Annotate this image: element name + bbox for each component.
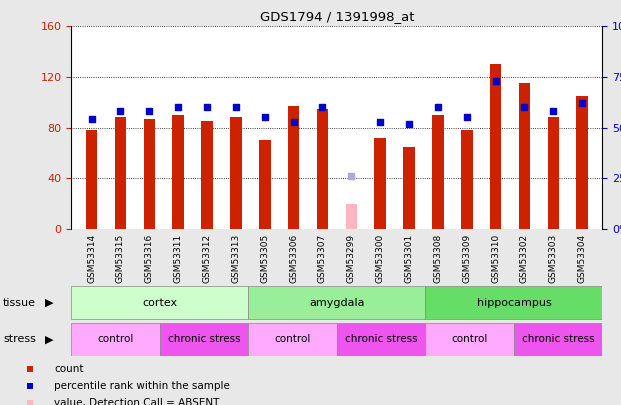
- Bar: [248, 323, 337, 356]
- Bar: [86, 130, 97, 229]
- Point: [520, 104, 530, 111]
- Text: GSM53310: GSM53310: [491, 233, 500, 283]
- Text: tissue: tissue: [3, 298, 36, 308]
- Bar: [337, 323, 425, 356]
- Point: [231, 104, 241, 111]
- Bar: [403, 147, 415, 229]
- Text: GSM53303: GSM53303: [549, 233, 558, 283]
- Point: [25, 400, 35, 405]
- Bar: [461, 130, 473, 229]
- Point: [116, 108, 125, 115]
- Point: [144, 108, 154, 115]
- Point: [375, 118, 385, 125]
- Bar: [248, 286, 425, 319]
- Bar: [519, 83, 530, 229]
- Bar: [432, 115, 443, 229]
- Bar: [160, 323, 248, 356]
- Text: GSM53299: GSM53299: [347, 233, 356, 283]
- Bar: [514, 323, 602, 356]
- Bar: [143, 119, 155, 229]
- Point: [491, 78, 501, 84]
- Text: GSM53316: GSM53316: [145, 233, 154, 283]
- Text: hippocampus: hippocampus: [476, 298, 551, 308]
- Point: [25, 366, 35, 372]
- Text: control: control: [97, 334, 134, 344]
- Text: control: control: [274, 334, 311, 344]
- Bar: [425, 323, 514, 356]
- Text: chronic stress: chronic stress: [522, 334, 594, 344]
- Text: ▶: ▶: [45, 334, 53, 344]
- Text: GSM53305: GSM53305: [260, 233, 270, 283]
- Text: GSM53301: GSM53301: [404, 233, 414, 283]
- Point: [289, 118, 299, 125]
- Text: cortex: cortex: [142, 298, 178, 308]
- Text: percentile rank within the sample: percentile rank within the sample: [54, 381, 230, 391]
- Bar: [548, 117, 559, 229]
- Text: value, Detection Call = ABSENT: value, Detection Call = ABSENT: [54, 398, 220, 405]
- Text: GSM53309: GSM53309: [462, 233, 471, 283]
- Text: amygdala: amygdala: [309, 298, 365, 308]
- Bar: [71, 323, 160, 356]
- Bar: [115, 117, 126, 229]
- Text: GSM53312: GSM53312: [202, 233, 212, 283]
- Bar: [71, 286, 248, 319]
- Point: [347, 173, 356, 179]
- Point: [404, 120, 414, 127]
- Text: GSM53307: GSM53307: [318, 233, 327, 283]
- Text: GSM53311: GSM53311: [174, 233, 183, 283]
- Bar: [201, 121, 213, 229]
- Text: GSM53314: GSM53314: [87, 233, 96, 283]
- Point: [548, 108, 558, 115]
- Text: stress: stress: [3, 334, 36, 344]
- Bar: [288, 106, 299, 229]
- Bar: [230, 117, 242, 229]
- Text: GSM53302: GSM53302: [520, 233, 529, 283]
- Point: [433, 104, 443, 111]
- Text: GSM53306: GSM53306: [289, 233, 298, 283]
- Bar: [345, 203, 357, 229]
- Point: [462, 114, 472, 121]
- Text: GSM53315: GSM53315: [116, 233, 125, 283]
- Text: GDS1794 / 1391998_at: GDS1794 / 1391998_at: [260, 10, 414, 23]
- Text: chronic stress: chronic stress: [345, 334, 417, 344]
- Text: count: count: [54, 364, 84, 374]
- Text: control: control: [451, 334, 488, 344]
- Bar: [259, 140, 271, 229]
- Point: [173, 104, 183, 111]
- Point: [87, 116, 97, 123]
- Point: [25, 383, 35, 389]
- Point: [317, 104, 327, 111]
- Text: chronic stress: chronic stress: [168, 334, 240, 344]
- Bar: [490, 64, 501, 229]
- Text: GSM53300: GSM53300: [376, 233, 384, 283]
- Bar: [425, 286, 602, 319]
- Point: [202, 104, 212, 111]
- Point: [260, 114, 270, 121]
- Text: GSM53313: GSM53313: [232, 233, 240, 283]
- Text: GSM53308: GSM53308: [433, 233, 442, 283]
- Bar: [374, 138, 386, 229]
- Point: [577, 100, 587, 107]
- Bar: [576, 96, 588, 229]
- Bar: [173, 115, 184, 229]
- Bar: [317, 109, 329, 229]
- Text: GSM53304: GSM53304: [578, 233, 587, 283]
- Text: ▶: ▶: [45, 298, 53, 308]
